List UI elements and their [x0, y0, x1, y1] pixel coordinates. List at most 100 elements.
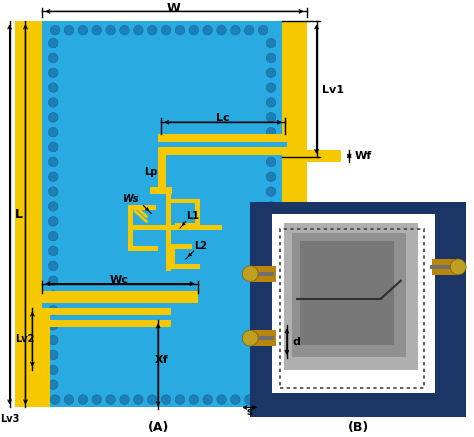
Circle shape — [48, 38, 58, 48]
Text: L2: L2 — [194, 241, 207, 251]
Circle shape — [48, 320, 58, 330]
Circle shape — [242, 266, 258, 282]
Bar — [432, 259, 458, 275]
Bar — [158, 147, 166, 191]
Bar — [250, 266, 276, 282]
Circle shape — [147, 25, 157, 35]
Circle shape — [258, 25, 268, 35]
Circle shape — [266, 142, 276, 152]
Bar — [250, 201, 466, 417]
Circle shape — [266, 38, 276, 48]
Bar — [300, 241, 394, 345]
Circle shape — [48, 380, 58, 389]
Circle shape — [266, 365, 276, 375]
Bar — [15, 21, 42, 407]
Circle shape — [48, 246, 58, 256]
Bar — [42, 21, 282, 407]
Circle shape — [48, 157, 58, 166]
Circle shape — [266, 83, 276, 92]
Circle shape — [48, 335, 58, 345]
Circle shape — [48, 305, 58, 315]
Circle shape — [48, 53, 58, 62]
Bar — [170, 244, 175, 269]
Circle shape — [78, 25, 88, 35]
Text: Lv3: Lv3 — [0, 414, 19, 424]
Text: Lc: Lc — [216, 113, 229, 123]
Circle shape — [266, 68, 276, 77]
Circle shape — [120, 395, 129, 404]
Circle shape — [134, 395, 143, 404]
Circle shape — [266, 380, 276, 389]
Circle shape — [203, 25, 212, 35]
Circle shape — [92, 25, 101, 35]
Bar — [272, 215, 436, 392]
Circle shape — [48, 113, 58, 122]
Text: Lv2: Lv2 — [15, 334, 34, 344]
Text: L: L — [15, 208, 23, 221]
Bar — [158, 134, 287, 142]
Bar — [195, 198, 200, 228]
Text: (B): (B) — [347, 421, 369, 434]
Circle shape — [106, 25, 115, 35]
Text: Ws: Ws — [123, 194, 140, 204]
Bar — [282, 21, 307, 205]
Text: s: s — [246, 407, 252, 417]
Circle shape — [266, 320, 276, 330]
Bar — [158, 147, 287, 155]
Circle shape — [266, 217, 276, 226]
Circle shape — [266, 172, 276, 181]
Circle shape — [266, 232, 276, 241]
Circle shape — [217, 395, 226, 404]
Text: Xf: Xf — [155, 355, 168, 365]
Bar — [284, 223, 418, 370]
Bar — [150, 187, 172, 194]
Circle shape — [134, 25, 143, 35]
Circle shape — [48, 83, 58, 92]
Circle shape — [450, 259, 466, 275]
Bar — [170, 264, 200, 269]
Text: Wf: Wf — [355, 151, 372, 161]
Circle shape — [48, 172, 58, 181]
Circle shape — [266, 261, 276, 271]
Bar — [166, 191, 171, 271]
Bar — [282, 150, 341, 162]
Text: Wc: Wc — [110, 275, 129, 285]
Circle shape — [258, 395, 268, 404]
Circle shape — [266, 128, 276, 137]
Circle shape — [64, 25, 74, 35]
Bar — [250, 330, 276, 346]
Circle shape — [161, 395, 171, 404]
Bar — [170, 244, 192, 249]
Circle shape — [175, 25, 185, 35]
Circle shape — [266, 187, 276, 196]
Circle shape — [78, 395, 88, 404]
Text: Lp: Lp — [145, 167, 158, 177]
Text: Lv1: Lv1 — [322, 85, 345, 95]
Bar — [128, 225, 222, 230]
Bar — [128, 205, 156, 211]
Circle shape — [161, 25, 171, 35]
Bar — [42, 320, 171, 327]
Circle shape — [266, 291, 276, 300]
Circle shape — [189, 25, 199, 35]
Circle shape — [48, 291, 58, 300]
Text: d: d — [293, 337, 301, 347]
Circle shape — [266, 157, 276, 166]
Circle shape — [48, 276, 58, 285]
Circle shape — [48, 202, 58, 211]
Bar — [280, 229, 423, 388]
Circle shape — [266, 276, 276, 285]
Circle shape — [266, 350, 276, 360]
Circle shape — [50, 25, 60, 35]
Circle shape — [48, 350, 58, 360]
Circle shape — [245, 395, 254, 404]
Bar — [15, 291, 198, 303]
Circle shape — [48, 217, 58, 226]
Bar — [175, 223, 197, 228]
Circle shape — [266, 53, 276, 62]
Circle shape — [266, 113, 276, 122]
Circle shape — [92, 395, 101, 404]
Bar — [128, 205, 133, 227]
Circle shape — [266, 98, 276, 107]
Circle shape — [242, 330, 258, 346]
